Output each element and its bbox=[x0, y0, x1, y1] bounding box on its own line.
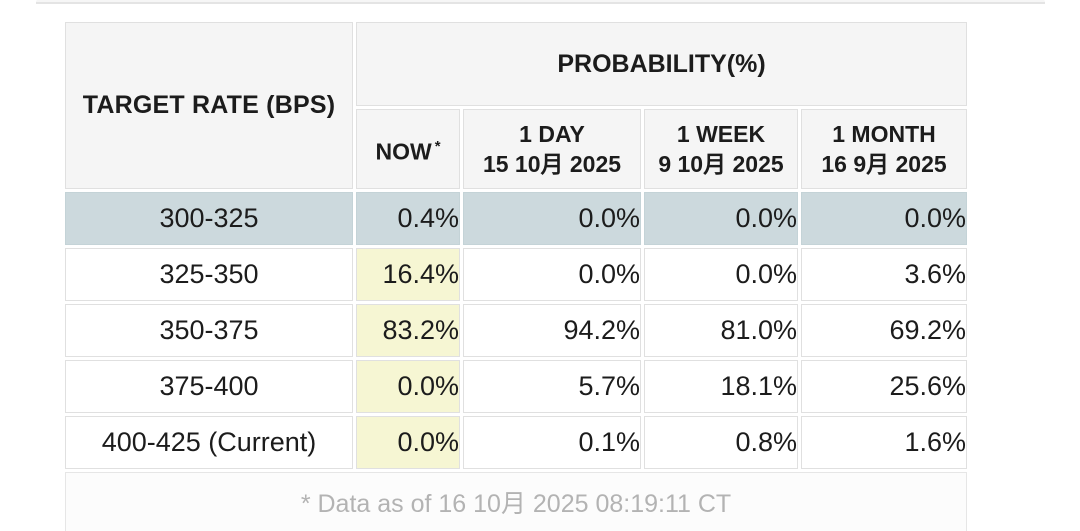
column-header-1day: 1 DAY 15 10月 2025 bbox=[463, 109, 641, 189]
1week-probability-cell: 0.0% bbox=[644, 192, 798, 245]
probability-group-header: PROBABILITY(%) bbox=[356, 22, 968, 106]
data-as-of-footnote: * Data as of 16 10月 2025 08:19:11 CT bbox=[65, 472, 968, 531]
1month-probability-cell: 1.6% bbox=[801, 416, 968, 469]
page-top-divider bbox=[36, 0, 1045, 4]
target-rate-cell: 350-375 bbox=[65, 304, 353, 357]
1week-probability-cell: 0.0% bbox=[644, 248, 798, 301]
table-row-325-350: 325-350 16.4% 0.0% 0.0% 3.6% bbox=[65, 248, 968, 301]
1week-probability-cell: 18.1% bbox=[644, 360, 798, 413]
target-rate-cell: 325-350 bbox=[65, 248, 353, 301]
target-rate-cell: 300-325 bbox=[65, 192, 353, 245]
now-probability-cell: 16.4% bbox=[356, 248, 460, 301]
1month-date: 16 9月 2025 bbox=[821, 151, 947, 177]
now-probability-cell: 0.0% bbox=[356, 416, 460, 469]
1month-probability-cell: 25.6% bbox=[801, 360, 968, 413]
1day-probability-cell: 0.0% bbox=[463, 192, 641, 245]
table-row-400-425-current: 400-425 (Current) 0.0% 0.1% 0.8% 1.6% bbox=[65, 416, 968, 469]
1week-probability-cell: 81.0% bbox=[644, 304, 798, 357]
table-row-375-400: 375-400 0.0% 5.7% 18.1% 25.6% bbox=[65, 360, 968, 413]
column-header-1month: 1 MONTH 16 9月 2025 bbox=[801, 109, 968, 189]
column-header-now: NOW * bbox=[356, 109, 460, 189]
1day-label: 1 DAY bbox=[519, 121, 585, 147]
target-rate-cell: 375-400 bbox=[65, 360, 353, 413]
1month-probability-cell: 69.2% bbox=[801, 304, 968, 357]
1day-probability-cell: 94.2% bbox=[463, 304, 641, 357]
now-label: NOW bbox=[375, 138, 432, 165]
target-rate-cell: 400-425 (Current) bbox=[65, 416, 353, 469]
now-footnote-asterisk: * bbox=[434, 137, 441, 155]
table-row-350-375: 350-375 83.2% 94.2% 81.0% 69.2% bbox=[65, 304, 968, 357]
column-header-1week: 1 WEEK 9 10月 2025 bbox=[644, 109, 798, 189]
1month-probability-cell: 0.0% bbox=[801, 192, 968, 245]
1day-probability-cell: 0.0% bbox=[463, 248, 641, 301]
1day-probability-cell: 0.1% bbox=[463, 416, 641, 469]
now-probability-cell: 0.4% bbox=[356, 192, 460, 245]
1week-date: 9 10月 2025 bbox=[658, 151, 784, 177]
1month-label: 1 MONTH bbox=[832, 121, 936, 147]
now-probability-cell: 0.0% bbox=[356, 360, 460, 413]
rate-probability-table: TARGET RATE (BPS) PROBABILITY(%) NOW * 1 … bbox=[62, 19, 970, 531]
table-row-300-325: 300-325 0.4% 0.0% 0.0% 0.0% bbox=[65, 192, 968, 245]
target-rate-column-header: TARGET RATE (BPS) bbox=[65, 22, 353, 189]
1week-probability-cell: 0.8% bbox=[644, 416, 798, 469]
table-footnote-row: * Data as of 16 10月 2025 08:19:11 CT bbox=[65, 472, 968, 531]
now-probability-cell: 83.2% bbox=[356, 304, 460, 357]
1week-label: 1 WEEK bbox=[676, 121, 766, 147]
1day-date: 15 10月 2025 bbox=[482, 151, 622, 177]
1day-probability-cell: 5.7% bbox=[463, 360, 641, 413]
1month-probability-cell: 3.6% bbox=[801, 248, 968, 301]
